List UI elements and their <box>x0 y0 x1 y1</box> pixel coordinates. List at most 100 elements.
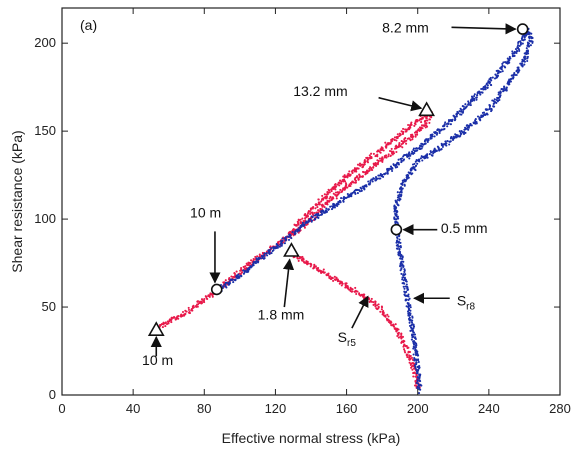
data-point <box>469 104 472 107</box>
data-point <box>398 248 401 251</box>
data-point <box>266 254 269 257</box>
data-point <box>488 80 491 83</box>
data-point <box>433 135 436 138</box>
annotation-label: Sr5 <box>338 329 357 349</box>
data-point <box>356 192 359 195</box>
data-point <box>395 247 399 250</box>
data-point <box>398 191 401 194</box>
data-point <box>523 36 526 39</box>
data-point <box>224 285 227 288</box>
data-point <box>377 160 380 163</box>
data-point <box>432 152 435 155</box>
data-point <box>336 204 339 208</box>
data-point <box>340 182 343 185</box>
data-point <box>409 171 412 174</box>
data-point <box>388 321 391 324</box>
data-point <box>370 297 373 300</box>
data-point <box>399 252 402 255</box>
data-point <box>323 193 326 196</box>
data-point <box>410 121 413 124</box>
data-point <box>489 76 492 79</box>
data-point <box>196 305 199 308</box>
data-point <box>488 108 491 111</box>
data-point <box>431 135 434 138</box>
data-point <box>490 79 493 82</box>
data-point <box>209 292 212 295</box>
data-point <box>330 199 333 202</box>
data-point <box>396 191 399 194</box>
data-point <box>361 175 364 178</box>
data-point <box>337 181 340 184</box>
data-point <box>270 252 273 255</box>
data-point <box>427 139 430 142</box>
data-point <box>392 324 395 327</box>
data-point <box>276 246 279 249</box>
data-point <box>485 108 488 112</box>
data-point <box>379 310 382 313</box>
data-point <box>399 241 402 244</box>
data-point <box>396 334 399 338</box>
data-point <box>299 218 302 221</box>
data-point <box>403 180 406 183</box>
data-point <box>343 196 347 199</box>
data-point <box>400 337 403 340</box>
axis-layer: 0 40 80 120 160 200 240 280 0 50 100 150 200 <box>34 8 571 416</box>
data-point <box>376 153 379 156</box>
data-point <box>401 278 404 281</box>
data-point <box>228 282 232 285</box>
data-point <box>356 167 359 170</box>
data-point <box>400 332 403 335</box>
data-point <box>393 136 396 139</box>
data-point <box>455 115 458 118</box>
data-point <box>371 180 374 183</box>
data-point <box>400 140 403 143</box>
data-point <box>321 194 324 197</box>
data-point <box>327 200 330 203</box>
data-point <box>415 361 418 364</box>
data-point <box>351 180 354 183</box>
data-point <box>177 317 180 320</box>
data-point <box>398 199 401 202</box>
data-point <box>393 208 396 211</box>
data-point <box>310 215 313 218</box>
data-point <box>398 238 401 241</box>
data-point <box>385 318 389 321</box>
data-point <box>488 82 491 85</box>
y-tick-label: 200 <box>34 35 56 50</box>
data-point <box>415 345 418 349</box>
annotation-label: 0.5 mm <box>441 220 488 236</box>
data-point <box>358 164 361 167</box>
data-point <box>332 279 335 282</box>
data-point <box>164 325 167 328</box>
data-point <box>252 257 255 261</box>
data-point <box>467 126 470 129</box>
data-point <box>354 181 357 184</box>
data-point <box>415 159 418 162</box>
data-point <box>352 190 355 194</box>
data-point <box>340 197 343 200</box>
data-point <box>310 219 314 222</box>
data-point <box>399 245 402 248</box>
data-point <box>390 167 393 170</box>
data-point <box>333 275 336 278</box>
data-point <box>407 155 410 158</box>
data-point <box>316 214 319 217</box>
data-point <box>254 262 257 265</box>
data-point <box>530 37 533 40</box>
data-point <box>289 230 292 233</box>
data-point <box>405 299 408 302</box>
data-point <box>519 40 522 43</box>
annotation: 8.2 mm <box>382 20 517 36</box>
data-point <box>408 316 411 319</box>
data-point <box>446 122 450 125</box>
data-point <box>298 227 302 230</box>
data-point <box>518 49 521 52</box>
data-point <box>401 132 404 135</box>
data-point <box>416 379 419 382</box>
data-point <box>411 138 414 141</box>
data-point <box>354 286 357 289</box>
data-point <box>362 171 365 174</box>
data-point <box>440 144 443 147</box>
data-point <box>411 163 415 166</box>
data-point <box>519 43 522 46</box>
